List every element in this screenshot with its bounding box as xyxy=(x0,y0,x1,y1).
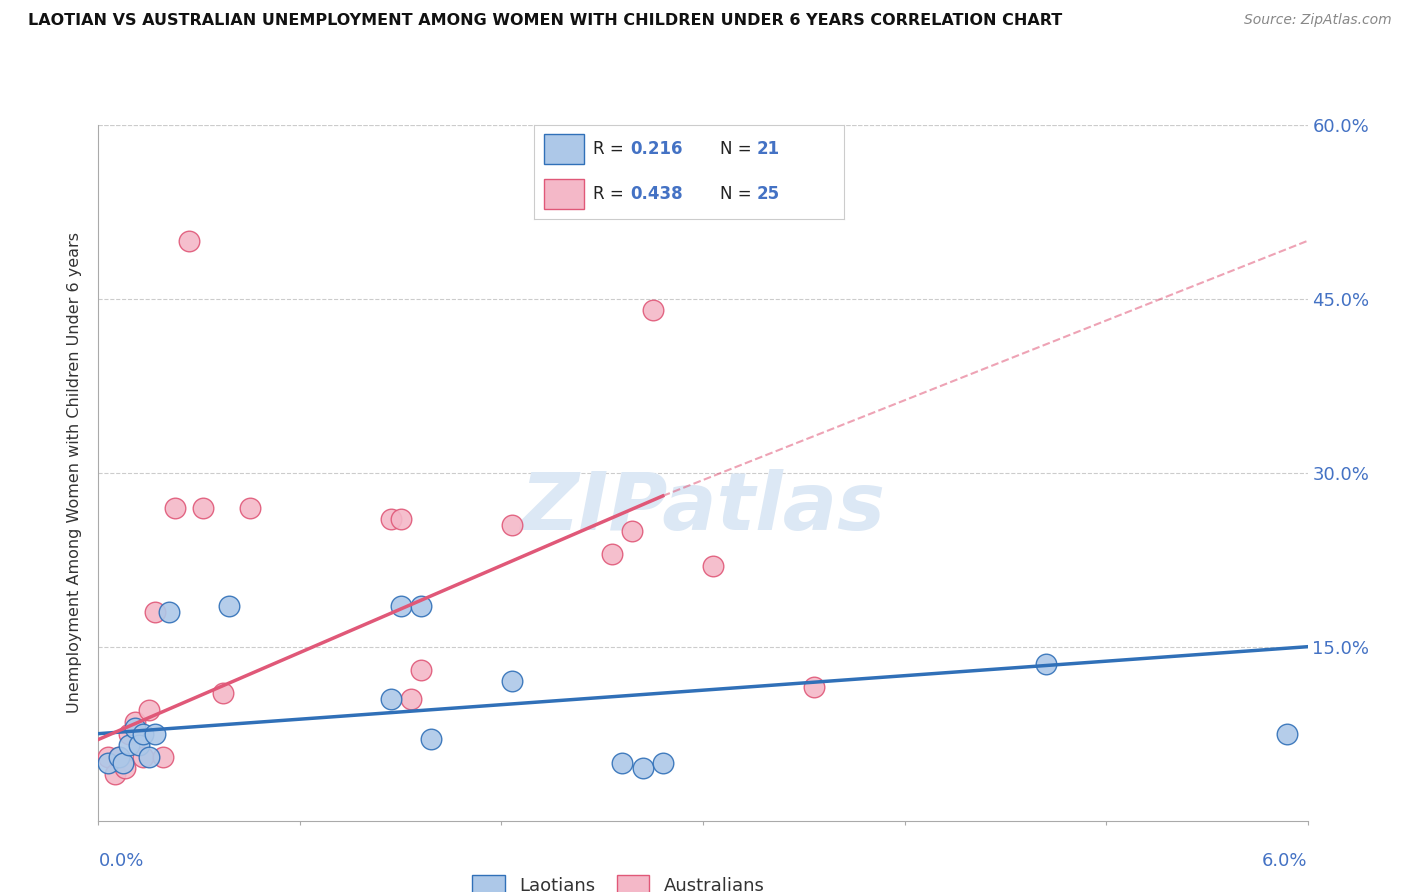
Point xyxy=(621,524,644,538)
Point xyxy=(132,726,155,740)
Point xyxy=(107,749,129,764)
Bar xyxy=(544,134,583,164)
Point xyxy=(138,703,160,717)
Point xyxy=(602,547,624,561)
Point xyxy=(103,767,125,781)
Bar xyxy=(544,179,583,210)
Point xyxy=(1035,657,1057,671)
Point xyxy=(163,500,186,515)
Point xyxy=(138,749,160,764)
Point xyxy=(111,756,134,770)
Point xyxy=(409,599,432,614)
Point xyxy=(143,605,166,619)
Point xyxy=(107,749,129,764)
Text: 0.438: 0.438 xyxy=(630,186,683,203)
Point xyxy=(212,686,235,700)
Point xyxy=(218,599,240,614)
Point xyxy=(143,726,166,740)
Text: LAOTIAN VS AUSTRALIAN UNEMPLOYMENT AMONG WOMEN WITH CHILDREN UNDER 6 YEARS CORRE: LAOTIAN VS AUSTRALIAN UNEMPLOYMENT AMONG… xyxy=(28,13,1063,29)
Text: 21: 21 xyxy=(756,140,780,158)
Point xyxy=(641,303,664,318)
Text: N =: N = xyxy=(720,186,756,203)
Point xyxy=(157,605,180,619)
Point xyxy=(152,749,174,764)
Point xyxy=(1277,726,1299,740)
Point xyxy=(380,512,402,526)
Text: ZIPatlas: ZIPatlas xyxy=(520,468,886,547)
Point xyxy=(501,674,523,689)
Text: N =: N = xyxy=(720,140,756,158)
Point xyxy=(193,500,215,515)
Point xyxy=(114,761,136,775)
Point xyxy=(612,756,634,770)
Text: R =: R = xyxy=(593,186,628,203)
Point xyxy=(97,756,120,770)
Point xyxy=(97,749,120,764)
Point xyxy=(128,739,150,753)
Text: R =: R = xyxy=(593,140,628,158)
Y-axis label: Unemployment Among Women with Children Under 6 years: Unemployment Among Women with Children U… xyxy=(67,232,83,714)
Legend: Laotians, Australians: Laotians, Australians xyxy=(465,868,772,892)
Point xyxy=(124,715,146,730)
Point xyxy=(803,680,825,694)
Point xyxy=(124,721,146,735)
Point xyxy=(132,749,155,764)
Point xyxy=(420,732,443,747)
Text: Source: ZipAtlas.com: Source: ZipAtlas.com xyxy=(1244,13,1392,28)
Point xyxy=(651,756,673,770)
Text: 25: 25 xyxy=(756,186,780,203)
Point xyxy=(389,512,412,526)
Point xyxy=(389,599,412,614)
Point xyxy=(631,761,654,775)
Point xyxy=(702,558,724,573)
Text: 0.0%: 0.0% xyxy=(98,852,143,870)
Point xyxy=(409,663,432,677)
Point xyxy=(399,692,422,706)
Text: 0.216: 0.216 xyxy=(630,140,683,158)
Point xyxy=(179,234,201,248)
Point xyxy=(501,517,523,532)
Point xyxy=(380,692,402,706)
Point xyxy=(118,739,141,753)
Text: 6.0%: 6.0% xyxy=(1263,852,1308,870)
Point xyxy=(239,500,262,515)
Point xyxy=(118,726,141,740)
